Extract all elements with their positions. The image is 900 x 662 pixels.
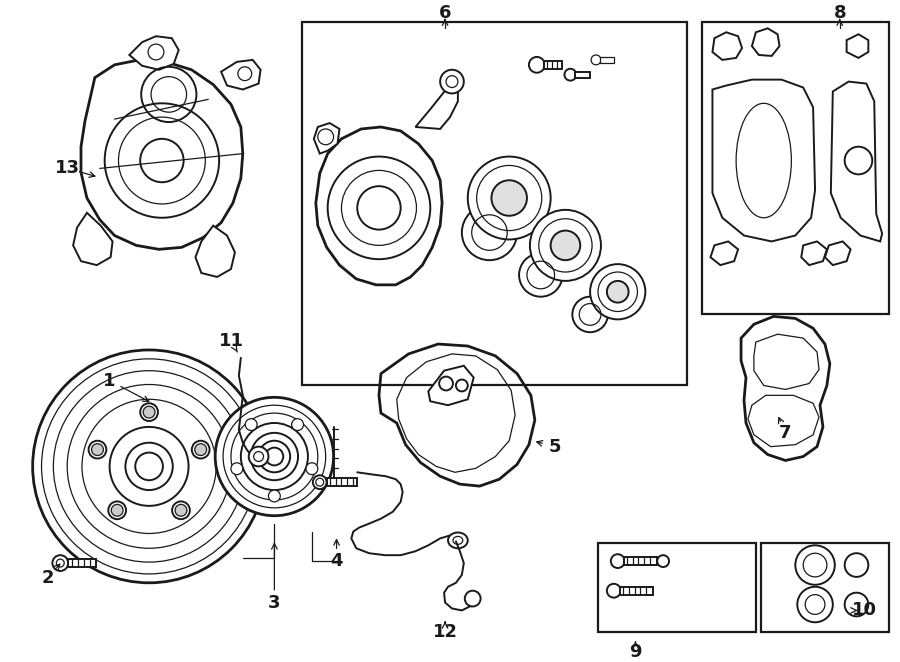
Ellipse shape [215,397,334,516]
Ellipse shape [530,210,601,281]
Ellipse shape [464,591,481,606]
Polygon shape [801,242,827,265]
Ellipse shape [306,463,318,475]
Ellipse shape [268,490,280,502]
Text: 1: 1 [104,371,116,389]
Ellipse shape [32,350,266,583]
Ellipse shape [258,441,290,472]
Ellipse shape [439,377,453,391]
Polygon shape [600,57,614,63]
Polygon shape [575,71,590,77]
Polygon shape [73,213,112,265]
Text: 6: 6 [439,3,451,22]
Ellipse shape [52,555,68,571]
Polygon shape [195,226,235,277]
Ellipse shape [251,433,298,480]
Ellipse shape [246,418,257,430]
Text: 7: 7 [779,424,792,442]
Text: 3: 3 [268,594,281,612]
Polygon shape [316,127,442,285]
Text: 9: 9 [629,643,642,661]
Ellipse shape [172,501,190,519]
Polygon shape [130,36,179,70]
Polygon shape [825,242,850,265]
Ellipse shape [845,553,868,577]
Ellipse shape [241,423,308,490]
Ellipse shape [140,403,158,421]
Ellipse shape [135,453,163,480]
Bar [760,544,889,632]
Ellipse shape [845,147,872,174]
Polygon shape [752,28,779,56]
Ellipse shape [57,559,64,567]
Ellipse shape [88,441,106,459]
Ellipse shape [92,444,104,455]
Ellipse shape [468,157,551,240]
Ellipse shape [194,444,207,455]
Ellipse shape [590,264,645,319]
Text: 8: 8 [833,3,846,22]
Text: 13: 13 [55,160,80,177]
Polygon shape [831,81,882,242]
Bar [702,23,889,314]
Text: 11: 11 [219,332,244,350]
Polygon shape [379,344,535,486]
Text: 4: 4 [330,552,343,570]
Bar [302,23,687,385]
Ellipse shape [611,554,625,568]
Text: 12: 12 [433,623,457,641]
Ellipse shape [607,281,628,303]
Ellipse shape [112,504,123,516]
Polygon shape [741,316,830,461]
Text: 5: 5 [548,438,561,455]
Ellipse shape [292,418,303,430]
Ellipse shape [448,532,468,548]
Polygon shape [68,559,95,567]
Polygon shape [847,34,868,58]
Ellipse shape [110,427,188,506]
Ellipse shape [231,463,243,475]
Ellipse shape [266,448,284,465]
Bar [598,544,756,632]
Ellipse shape [140,139,184,182]
Ellipse shape [519,254,562,297]
Ellipse shape [125,443,173,490]
Ellipse shape [462,205,517,260]
Polygon shape [620,587,653,594]
Polygon shape [713,79,815,242]
Ellipse shape [143,406,155,418]
Polygon shape [713,32,742,60]
Ellipse shape [797,587,832,622]
Polygon shape [81,60,243,250]
Ellipse shape [607,584,621,598]
Ellipse shape [591,55,601,65]
Polygon shape [428,365,473,405]
Ellipse shape [176,504,187,516]
Polygon shape [221,60,261,89]
Polygon shape [314,123,339,154]
Text: 2: 2 [41,569,54,587]
Ellipse shape [572,297,608,332]
Ellipse shape [657,555,669,567]
Ellipse shape [796,545,835,585]
Polygon shape [544,61,562,69]
Ellipse shape [313,475,327,489]
Polygon shape [327,478,357,486]
Ellipse shape [529,57,544,73]
Ellipse shape [845,592,868,616]
Ellipse shape [108,501,126,519]
Polygon shape [624,557,657,565]
Ellipse shape [551,230,580,260]
Ellipse shape [440,70,464,93]
Polygon shape [710,242,738,265]
Ellipse shape [192,441,210,459]
Ellipse shape [491,180,527,216]
Ellipse shape [357,186,400,230]
Ellipse shape [564,69,576,81]
Ellipse shape [248,447,268,467]
Polygon shape [416,85,458,129]
Ellipse shape [316,478,324,486]
Ellipse shape [456,379,468,391]
Text: 10: 10 [852,602,877,620]
